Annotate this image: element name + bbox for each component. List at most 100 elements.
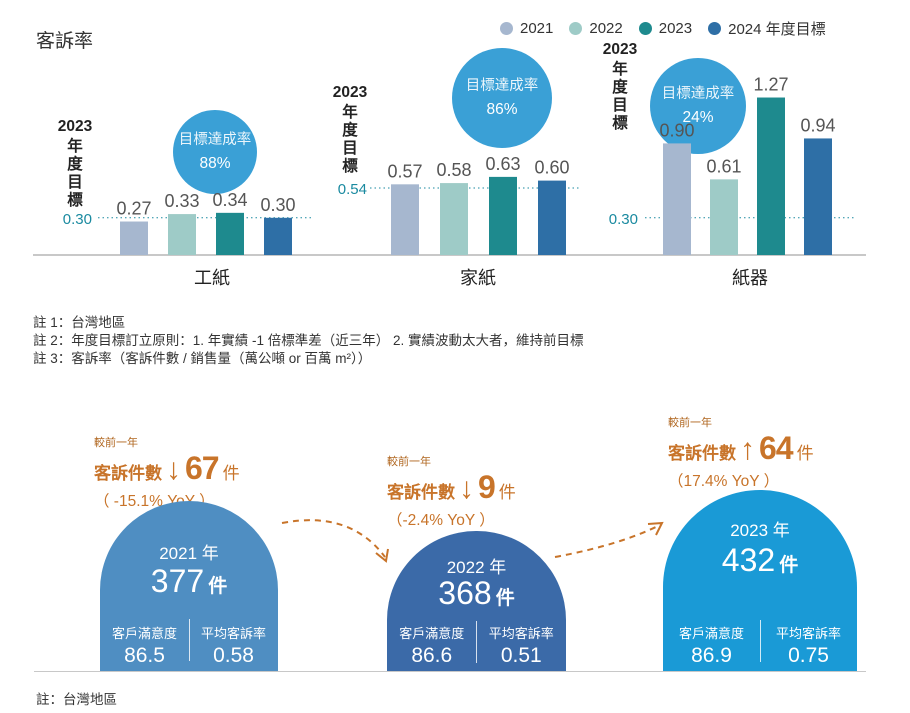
legend-swatch-2024-target bbox=[708, 22, 722, 35]
year-card-2021: 2021 年 377 件 客戶滿意度 86.5 平均客訴率 0.58 bbox=[100, 501, 278, 671]
target-caption-char-0-1: 度 bbox=[67, 154, 83, 173]
year-card-2022-sat-label: 客戶滿意度 bbox=[399, 626, 465, 641]
footnote: 註：台灣地區 bbox=[36, 692, 117, 707]
yoy-2023-percent: （17.4% YoY ） bbox=[668, 473, 780, 490]
legend-item-2024-target: 2024 年度目標 bbox=[708, 18, 826, 39]
bubble-title-1: 目標達成率 bbox=[466, 77, 539, 94]
year-card-2023: 2023 年 432 件 客戶滿意度 86.9 平均客訴率 0.75 bbox=[663, 490, 857, 671]
yoy-2023-prefix: 較前一年 bbox=[668, 417, 712, 429]
target-caption-char-2-1: 度 bbox=[612, 77, 628, 96]
target-caption-char-2-0: 年 bbox=[612, 59, 628, 78]
bar-紙器-2024 年度目標 bbox=[804, 138, 832, 255]
target-achievement-bubble-2 bbox=[650, 58, 746, 154]
bar-label-2-3: 0.94 bbox=[800, 115, 835, 135]
bar-工紙-2023 bbox=[216, 212, 244, 255]
year-card-2023-rate-value: 0.75 bbox=[788, 644, 829, 667]
year-card-2022-rate-label: 平均客訴率 bbox=[488, 626, 554, 641]
bar-紙器-2021 bbox=[663, 143, 691, 255]
bubble-title-2: 目標達成率 bbox=[662, 85, 735, 102]
yoy-2021-label: 客訴件數 bbox=[94, 464, 162, 483]
target-label-0: 0.30 bbox=[63, 211, 92, 228]
yoy-2022-arrow-icon: ↓ bbox=[459, 472, 474, 505]
bar-家紙-2022 bbox=[440, 183, 468, 255]
year-card-2021-divider bbox=[189, 619, 190, 661]
legend-item-2021: 2021 bbox=[500, 20, 553, 37]
target-caption-char-1-3: 標 bbox=[342, 156, 358, 175]
bar-label-0-1: 0.33 bbox=[164, 191, 199, 211]
yoy-2021: 較前一年 客訴件數 ↓ 67 件 （ -15.1% YoY ） bbox=[94, 434, 240, 511]
target-caption-char-1-0: 年 bbox=[342, 102, 358, 121]
legend-item-2023: 2023 bbox=[638, 20, 693, 37]
target-caption-char-2-2: 目 bbox=[612, 96, 628, 114]
yoy-2022-label: 客訴件數 bbox=[387, 483, 455, 502]
note-2: 註 2：年度目標訂立原則：1. 年實績 -1 倍標準差（近三年） 2. 實績波動… bbox=[33, 333, 584, 348]
bar-紙器-2022 bbox=[710, 179, 738, 255]
note-1: 註 1：台灣地區 bbox=[33, 315, 126, 330]
yoy-2023-label: 客訴件數 bbox=[668, 444, 736, 463]
category-label-2: 紙器 bbox=[732, 268, 768, 288]
target-achievement-bubble-0 bbox=[173, 110, 257, 194]
bar-label-1-0: 0.57 bbox=[387, 161, 422, 181]
year-card-2021-count: 377 bbox=[150, 563, 205, 599]
bar-label-2-2: 1.27 bbox=[753, 75, 788, 95]
legend-label-2022: 2022 bbox=[589, 20, 623, 37]
arrowhead-2021-2022 bbox=[375, 548, 389, 563]
bubble-title-0: 目標達成率 bbox=[179, 131, 252, 148]
bar-工紙-2021 bbox=[120, 221, 148, 255]
target-label-2: 0.30 bbox=[609, 211, 638, 228]
year-card-2023-rate-label: 平均客訴率 bbox=[775, 626, 841, 641]
bar-label-2-1: 0.61 bbox=[706, 156, 741, 176]
legend-label-2021: 2021 bbox=[520, 20, 554, 37]
bar-家紙-2024 年度目標 bbox=[538, 180, 566, 255]
target-achievement-bubble-1 bbox=[452, 48, 552, 148]
bar-label-0-2: 0.34 bbox=[212, 190, 247, 210]
year-card-2023-count: 432 bbox=[721, 542, 776, 578]
year-card-2022-year: 2022 年 bbox=[446, 558, 507, 577]
yoy-2023: 較前一年 客訴件數 ↑ 64 件 （17.4% YoY ） bbox=[668, 414, 814, 491]
target-caption-char-0-3: 標 bbox=[67, 190, 83, 209]
flow-arrows bbox=[281, 519, 664, 563]
year-card-2023-sat-value: 86.9 bbox=[691, 644, 732, 667]
yoy-2022-prefix: 較前一年 bbox=[387, 456, 431, 468]
legend-swatch-2023 bbox=[638, 22, 652, 35]
yoy-2022-percent: （-2.4% YoY ） bbox=[387, 512, 495, 529]
bar-紙器-2023 bbox=[757, 97, 785, 256]
year-card-2022-rate-value: 0.51 bbox=[500, 644, 542, 667]
category-label-1: 家紙 bbox=[460, 268, 496, 288]
year-card-2023-year: 2023 年 bbox=[730, 521, 790, 540]
year-card-2022: 2022 年 368 件 客戶滿意度 86.6 平均客訴率 0.51 bbox=[387, 531, 566, 671]
legend-item-2022: 2022 bbox=[569, 20, 623, 37]
target-caption-year-1: 2023 bbox=[333, 84, 368, 101]
legend-swatch-2022 bbox=[569, 22, 583, 35]
year-card-2022-sat-value: 86.6 bbox=[411, 644, 453, 667]
yoy-2023-arrow-icon: ↑ bbox=[740, 433, 755, 466]
year-card-2022-count: 368 bbox=[438, 575, 492, 611]
target-caption-char-1-1: 度 bbox=[342, 120, 358, 139]
year-card-2023-divider bbox=[760, 620, 761, 662]
yoy-2021-number: 67 bbox=[185, 450, 220, 486]
bubble-value-2: 24% bbox=[682, 109, 713, 126]
legend-label-2024-target: 2024 年度目標 bbox=[728, 21, 826, 38]
bar-label-2-0: 0.90 bbox=[659, 120, 694, 140]
yoy-2023-number: 64 bbox=[759, 430, 794, 466]
target-caption-year-0: 2023 bbox=[58, 118, 93, 135]
yoy-2021-unit: 件 bbox=[222, 464, 240, 483]
notes: 註 1：台灣地區 註 2：年度目標訂立原則：1. 年實績 -1 倍標準差（近三年… bbox=[33, 314, 584, 368]
legend: 2021 2022 2023 2024 年度目標 bbox=[500, 18, 826, 39]
year-card-2022-divider bbox=[476, 621, 477, 663]
year-card-2023-unit: 件 bbox=[779, 555, 799, 576]
yoy-2021-prefix: 較前一年 bbox=[94, 437, 138, 449]
arrowhead-2022-2023 bbox=[647, 521, 664, 536]
note-3: 註 3：客訴率（客訴件數 / 銷售量（萬公噸 or 百萬 m²）） bbox=[33, 351, 372, 366]
yoy-2022: 較前一年 客訴件數 ↓ 9 件 （-2.4% YoY ） bbox=[387, 453, 516, 530]
bubble-value-0: 88% bbox=[199, 155, 230, 172]
bar-label-0-3: 0.30 bbox=[260, 195, 295, 215]
category-label-0: 工紙 bbox=[194, 268, 230, 288]
legend-label-2023: 2023 bbox=[658, 20, 693, 37]
bar-家紙-2021 bbox=[391, 184, 419, 255]
yoy-2022-unit: 件 bbox=[498, 483, 516, 502]
bar-label-1-1: 0.58 bbox=[436, 160, 471, 180]
bar-label-1-3: 0.60 bbox=[534, 158, 569, 178]
target-label-1: 0.54 bbox=[338, 181, 367, 198]
target-caption-char-2-3: 標 bbox=[612, 113, 628, 132]
